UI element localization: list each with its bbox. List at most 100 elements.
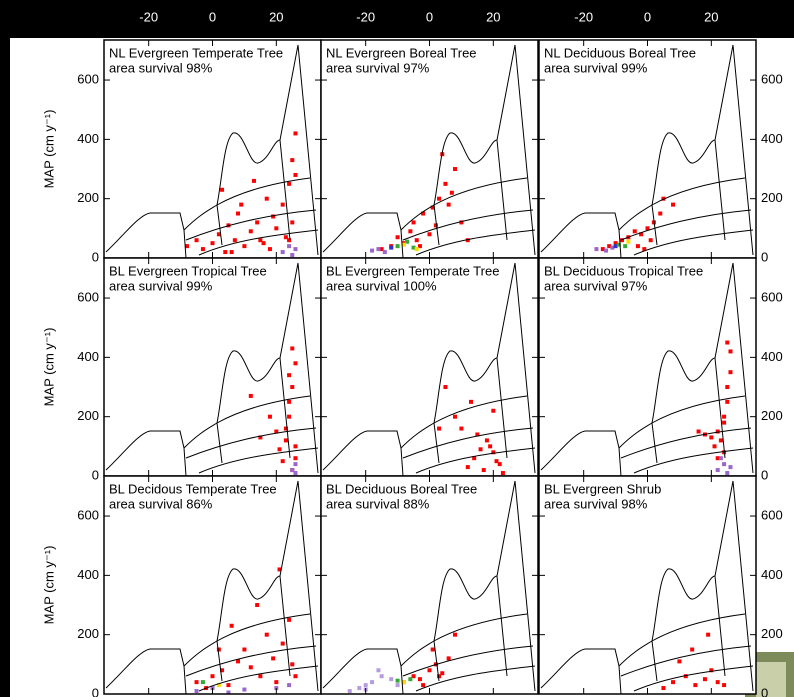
point bbox=[290, 158, 295, 163]
point bbox=[248, 229, 253, 234]
panel: 0 200 400 600 BL Evergreen Tropical Treearea… bbox=[41, 257, 322, 482]
point bbox=[293, 361, 298, 366]
point bbox=[484, 438, 489, 443]
point bbox=[274, 226, 279, 231]
point bbox=[293, 131, 298, 136]
point bbox=[216, 647, 221, 652]
point bbox=[357, 686, 362, 691]
point bbox=[693, 683, 698, 688]
point bbox=[405, 239, 410, 244]
y-tick-label: 400 bbox=[761, 567, 783, 582]
point bbox=[443, 181, 448, 186]
y-tick-label: 600 bbox=[77, 71, 99, 86]
x-tick-label: 20 bbox=[704, 9, 718, 24]
point bbox=[251, 178, 256, 183]
point bbox=[287, 617, 292, 622]
point bbox=[370, 680, 375, 685]
point bbox=[671, 680, 676, 685]
point bbox=[465, 465, 470, 470]
point bbox=[248, 393, 253, 398]
point bbox=[277, 567, 282, 572]
point bbox=[395, 244, 400, 249]
point bbox=[277, 447, 282, 452]
point bbox=[226, 683, 231, 688]
point bbox=[632, 229, 637, 234]
panel-subtitle: area survival 99% bbox=[109, 278, 213, 293]
plot-area bbox=[539, 40, 756, 258]
point bbox=[491, 450, 496, 455]
point bbox=[722, 414, 727, 419]
point bbox=[437, 426, 442, 431]
point bbox=[223, 250, 228, 255]
y-tick-label: 200 bbox=[77, 626, 99, 641]
y-tick-label: 200 bbox=[761, 408, 783, 423]
y-tick-label: 0 bbox=[761, 249, 768, 264]
point bbox=[725, 399, 730, 404]
point bbox=[619, 238, 624, 243]
point bbox=[500, 471, 505, 476]
plot-area bbox=[321, 476, 538, 694]
point bbox=[194, 689, 199, 694]
point bbox=[287, 181, 292, 186]
point bbox=[274, 680, 279, 685]
x-tick-label: 20 bbox=[269, 9, 283, 24]
point bbox=[437, 674, 442, 679]
point bbox=[677, 659, 682, 664]
x-tick-label: 20 bbox=[486, 9, 500, 24]
point bbox=[497, 462, 502, 467]
panel-subtitle: area survival 100% bbox=[326, 278, 437, 293]
point bbox=[220, 187, 225, 192]
point bbox=[290, 468, 295, 473]
y-tick-label: 400 bbox=[761, 131, 783, 146]
point bbox=[293, 471, 298, 476]
point bbox=[709, 435, 714, 440]
point bbox=[453, 167, 458, 172]
point bbox=[271, 656, 276, 661]
y-axis-label: MAP (cm y⁻¹) bbox=[41, 546, 56, 625]
point bbox=[421, 683, 426, 688]
panel: 0 200 400 600 BL Deciduous Tropical Treearea… bbox=[538, 257, 783, 482]
y-tick-label: 200 bbox=[77, 190, 99, 205]
y-tick-label: 600 bbox=[761, 71, 783, 86]
point bbox=[600, 247, 605, 252]
point bbox=[414, 247, 419, 252]
point bbox=[645, 226, 650, 231]
point bbox=[267, 414, 272, 419]
panel: 0 200 400 600 BL Decidous Temperate Treearea… bbox=[41, 475, 322, 697]
y-axis-label: MAP (cm y⁻¹) bbox=[41, 328, 56, 407]
panel-title: BL Evergreen Tropical Tree bbox=[109, 263, 267, 278]
point bbox=[280, 459, 285, 464]
point bbox=[216, 683, 221, 688]
y-tick-label: 0 bbox=[92, 685, 99, 697]
point bbox=[427, 232, 432, 237]
x-tick-label: 0 bbox=[644, 9, 651, 24]
point bbox=[271, 214, 276, 219]
y-tick-label: 600 bbox=[761, 289, 783, 304]
point bbox=[376, 247, 381, 252]
y-tick-label: 400 bbox=[77, 349, 99, 364]
point bbox=[210, 241, 215, 246]
point bbox=[718, 456, 723, 461]
point bbox=[671, 202, 676, 207]
x-tick-label: -20 bbox=[574, 9, 593, 24]
point bbox=[283, 426, 288, 431]
point bbox=[347, 689, 352, 694]
point bbox=[232, 238, 237, 243]
panel-title: BL Decidous Temperate Tree bbox=[109, 481, 277, 496]
point bbox=[722, 683, 727, 688]
y-tick-label: 400 bbox=[761, 349, 783, 364]
point bbox=[264, 196, 269, 201]
point bbox=[242, 687, 247, 692]
point bbox=[242, 647, 247, 652]
panel-title: BL Deciduous Boreal Tree bbox=[326, 481, 477, 496]
point bbox=[696, 429, 701, 434]
point bbox=[255, 603, 260, 608]
point bbox=[635, 244, 640, 249]
point bbox=[440, 671, 445, 676]
point bbox=[411, 674, 416, 679]
point bbox=[287, 373, 292, 378]
